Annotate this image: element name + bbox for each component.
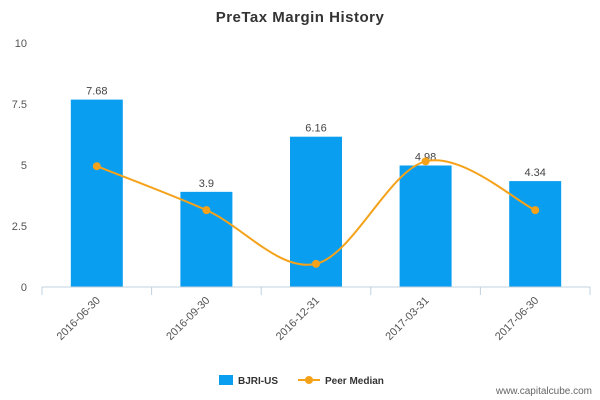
x-axis: 2016-06-30 2016-09-30 2016-12-31 2017-03-31…: [41, 286, 591, 343]
data-label: 4.34: [524, 167, 545, 179]
data-label: 7.68: [86, 86, 107, 98]
data-label: 3.9: [199, 178, 214, 190]
y-tick-label: 10: [15, 38, 27, 50]
line-point: [421, 157, 430, 166]
y-tick-label: 5: [21, 160, 27, 172]
data-label: 6.16: [305, 123, 326, 135]
x-tick-label: 2016-12-31: [274, 295, 322, 343]
y-tick-label: 0: [21, 282, 27, 294]
bar: [509, 181, 562, 287]
x-tick-label: 2017-03-31: [383, 295, 431, 343]
legend: BJRI-US Peer Median: [219, 375, 384, 387]
y-tick-label: 7.5: [12, 99, 27, 111]
line-point: [531, 206, 540, 215]
x-tick-label: 2017-06-30: [493, 295, 541, 343]
x-tick-label: 2016-06-30: [55, 295, 103, 343]
y-tick-label: 2.5: [12, 221, 27, 233]
legend-swatch-bjri: [219, 375, 233, 385]
legend-marker-peer-median: [305, 376, 313, 384]
legend-label-peer-median: Peer Median: [325, 376, 384, 387]
line-series: [92, 157, 540, 268]
line-point: [312, 259, 320, 268]
bar: [180, 191, 233, 287]
bar: [399, 165, 452, 287]
legend-label-bjri: BJRI-US: [238, 376, 278, 387]
chart-title: PreTax Margin History: [216, 9, 385, 26]
footer-source: www.capitalcube.com: [495, 386, 592, 397]
y-axis-ticks: 0 2.5 5 7.5 10: [12, 38, 27, 294]
x-tick-label: 2016-09-30: [164, 295, 212, 343]
bar-series: [70, 99, 562, 287]
line-point: [202, 206, 211, 215]
line-point: [92, 162, 101, 171]
bar: [70, 99, 123, 287]
